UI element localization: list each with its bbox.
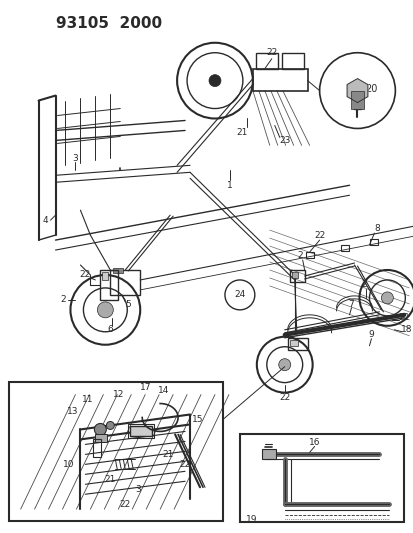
Bar	[281, 53, 303, 69]
Text: 15: 15	[192, 415, 203, 424]
Bar	[291, 272, 297, 278]
Circle shape	[97, 302, 113, 318]
Text: 24: 24	[234, 290, 245, 300]
Text: 93105  2000: 93105 2000	[55, 16, 161, 31]
Text: 13: 13	[66, 407, 78, 416]
Bar	[350, 91, 363, 109]
Text: 22: 22	[179, 460, 190, 469]
Bar	[102, 272, 108, 280]
Text: 2: 2	[361, 280, 366, 289]
Bar	[110, 270, 140, 295]
Text: 22: 22	[80, 270, 91, 279]
Bar	[100, 270, 118, 300]
Text: 22: 22	[119, 500, 131, 508]
Text: 21: 21	[104, 475, 116, 484]
Text: 4: 4	[43, 216, 48, 224]
Text: 2: 2	[61, 295, 66, 304]
Text: 23: 23	[278, 136, 290, 145]
Text: 1: 1	[226, 181, 232, 190]
Bar	[95, 434, 107, 442]
Text: 22: 22	[266, 48, 277, 57]
Bar	[255, 53, 277, 69]
Bar	[261, 449, 275, 459]
Bar	[239, 434, 404, 522]
Text: 7: 7	[348, 301, 354, 309]
Text: 2: 2	[296, 251, 302, 260]
Bar	[9, 382, 223, 521]
Bar	[289, 340, 297, 346]
Text: 5: 5	[125, 301, 131, 309]
Text: 6: 6	[107, 325, 113, 334]
Text: 22: 22	[398, 313, 409, 322]
Text: 8: 8	[374, 224, 380, 232]
Bar	[113, 268, 123, 273]
Text: 19: 19	[245, 515, 257, 523]
Text: 17: 17	[139, 383, 151, 392]
Text: 12: 12	[112, 390, 123, 399]
Bar	[340, 245, 348, 251]
Bar	[305, 252, 313, 258]
Text: 14: 14	[157, 386, 169, 395]
Polygon shape	[346, 79, 367, 102]
Bar	[287, 338, 307, 350]
Text: 3: 3	[72, 154, 78, 163]
Text: 16: 16	[308, 438, 320, 447]
Text: 22: 22	[313, 231, 325, 240]
Text: 21: 21	[236, 128, 247, 137]
Bar	[289, 270, 304, 282]
Circle shape	[94, 424, 106, 435]
Circle shape	[106, 422, 114, 430]
Bar	[93, 439, 101, 457]
Text: 9: 9	[368, 330, 373, 340]
Text: 22: 22	[278, 393, 290, 402]
Circle shape	[209, 75, 221, 86]
Circle shape	[278, 359, 290, 370]
Circle shape	[380, 292, 392, 304]
Text: 18: 18	[400, 325, 411, 334]
Text: 20: 20	[364, 84, 377, 94]
Bar	[130, 426, 152, 437]
Text: 3: 3	[135, 484, 141, 494]
Text: 11: 11	[81, 395, 93, 404]
Text: 21: 21	[162, 450, 173, 459]
Bar	[370, 239, 377, 245]
Bar	[128, 424, 154, 439]
Text: 10: 10	[62, 460, 74, 469]
Bar	[252, 69, 307, 91]
